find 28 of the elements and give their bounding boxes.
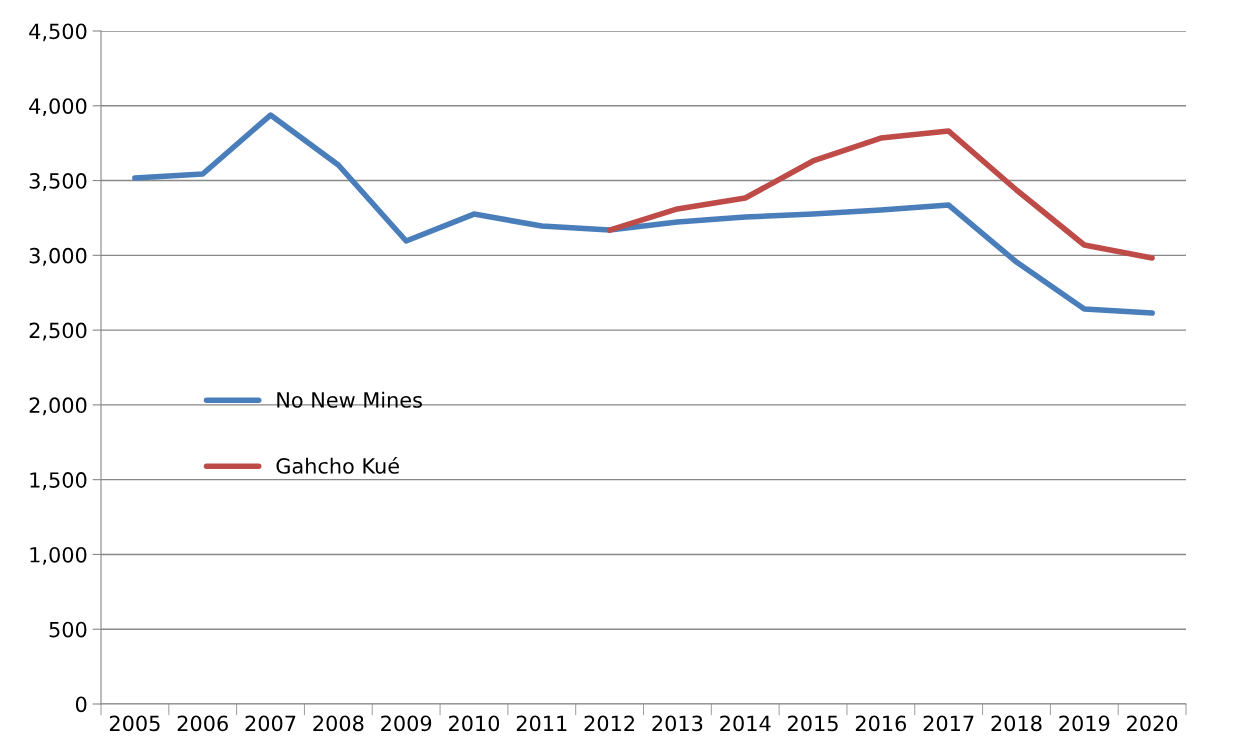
- legend-label: Gahcho Kué: [276, 456, 399, 474]
- x-tick-label: 2018: [991, 715, 1042, 732]
- y-tick-label: 3,000: [29, 247, 87, 266]
- y-tick-label: 0: [75, 696, 87, 713]
- x-tick-label: 2009: [381, 715, 432, 732]
- x-tick-label: 2011: [516, 715, 567, 732]
- y-tick-label: 3,500: [29, 173, 87, 191]
- y-tick-label: 4,500: [29, 23, 87, 42]
- y-tick-label: 2,500: [29, 322, 87, 341]
- x-tick-label: 2007: [245, 715, 296, 732]
- y-tick-label: 500: [49, 621, 87, 638]
- x-tick-label: 2014: [720, 715, 771, 732]
- y-tick-label: 1,000: [30, 546, 87, 565]
- legend-label: No New Mines: [277, 391, 422, 408]
- x-tick-label: 2010: [448, 715, 500, 732]
- x-tick-label: 2006: [177, 715, 228, 732]
- x-tick-label: 2019: [1059, 715, 1110, 732]
- x-tick-label: 2020: [1127, 715, 1178, 732]
- x-tick-label: 2012: [584, 715, 635, 732]
- x-tick-label: 2008: [313, 715, 364, 732]
- y-tick-label: 2,000: [29, 397, 87, 416]
- x-tick-label: 2015: [788, 715, 838, 732]
- x-tick-label: 2016: [855, 715, 907, 732]
- x-tick-label: 2005: [109, 715, 160, 732]
- x-tick-label: 2017: [923, 715, 974, 732]
- y-tick-label: 4,000: [29, 98, 87, 117]
- y-tick-label: 1,500: [30, 472, 87, 490]
- x-tick-label: 2013: [652, 715, 703, 732]
